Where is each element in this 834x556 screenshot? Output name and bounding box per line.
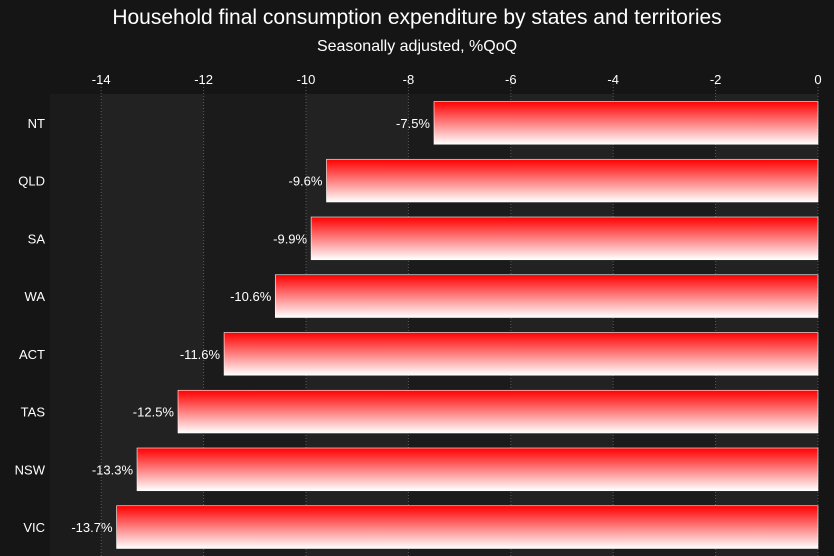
x-tick-label: -14: [92, 72, 111, 87]
data-labels: -7.5% -9.6% -9.9% -10.6% -11.6% -12.5% -13.3% -…: [71, 116, 430, 535]
bar-nt: [433, 101, 819, 145]
category-label: TAS: [21, 405, 46, 420]
bar-vic: [116, 505, 819, 549]
category-label: VIC: [23, 520, 45, 535]
data-label: -11.6%: [180, 347, 221, 362]
bar-sa: [310, 216, 819, 261]
data-label: -7.5%: [396, 116, 430, 131]
x-tick-label: -4: [607, 72, 619, 87]
data-label: -9.9%: [273, 231, 307, 246]
x-tick-label: -10: [297, 72, 316, 87]
bars: [116, 101, 819, 549]
data-label: -13.7%: [71, 520, 113, 535]
category-label: NT: [28, 116, 45, 131]
plot-band: [50, 94, 102, 556]
data-label: -12.5%: [133, 405, 175, 420]
category-label: QLD: [18, 174, 45, 189]
chart-subtitle: Seasonally adjusted, %QoQ: [316, 38, 518, 55]
x-axis-ticks: -14 -12 -10 -8 -6 -4 -2 0: [92, 72, 822, 87]
x-tick-label: -12: [194, 72, 213, 87]
category-label: SA: [28, 231, 46, 246]
data-label: -9.6%: [289, 174, 323, 189]
x-tick-label: -6: [505, 72, 517, 87]
x-tick-label: -8: [403, 72, 415, 87]
bar-qld: [326, 158, 819, 203]
bar-tas: [177, 389, 819, 434]
bar-wa: [274, 274, 819, 318]
category-label: ACT: [19, 347, 45, 362]
data-label: -10.6%: [230, 289, 272, 304]
bar-nsw: [136, 447, 819, 492]
bar-act: [223, 332, 819, 376]
category-labels: NT QLD SA WA ACT TAS NSW VIC: [15, 116, 46, 535]
category-label: NSW: [15, 462, 46, 477]
data-label: -13.3%: [92, 462, 134, 477]
x-tick-label: 0: [814, 72, 821, 87]
category-label: WA: [25, 289, 46, 304]
chart-title: Household final consumption expenditure …: [112, 6, 722, 29]
x-tick-label: -2: [710, 72, 722, 87]
